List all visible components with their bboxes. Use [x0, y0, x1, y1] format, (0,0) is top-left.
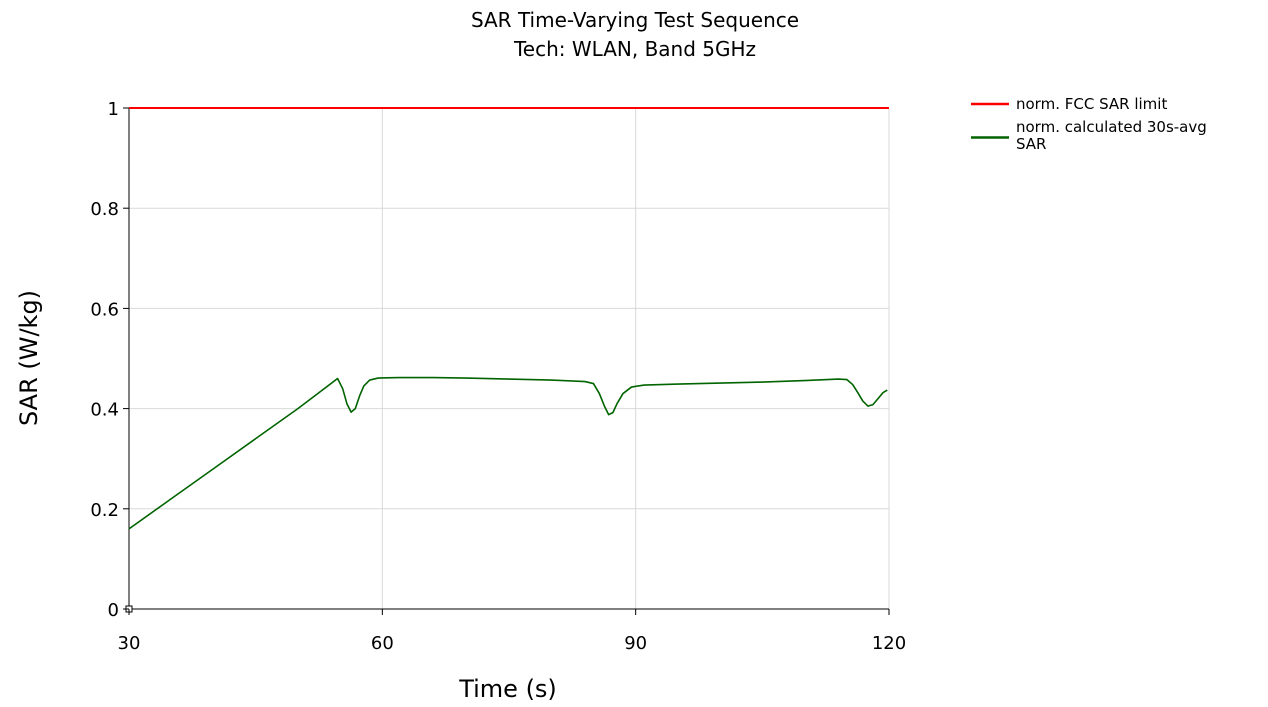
- chart-title: SAR Time-Varying Test Sequence: [471, 8, 799, 32]
- legend: norm. FCC SAR limit norm. calculated 30s-…: [971, 95, 1207, 153]
- chart-subtitle: Tech: WLAN, Band 5GHz: [513, 37, 756, 61]
- x-tick-label: 30: [118, 633, 141, 654]
- y-tick-label: 0.8: [90, 199, 119, 220]
- y-tick-label: 0: [108, 600, 119, 621]
- y-tick-label: 0.4: [90, 400, 119, 421]
- grid-lines: [129, 108, 889, 609]
- avg-sar-line: [129, 378, 887, 529]
- series-lines: [129, 108, 889, 529]
- legend-item: norm. calculated 30s-avg SAR: [971, 118, 1207, 153]
- y-axis-label: SAR (W/kg): [15, 290, 43, 426]
- axes: [123, 108, 889, 615]
- legend-label: norm. calculated 30s-avg SAR: [1016, 118, 1207, 153]
- y-tick-label: 0.6: [90, 299, 119, 320]
- y-tick-label: 0.2: [90, 500, 119, 521]
- x-tick-label: 90: [624, 633, 647, 654]
- x-tick-label: 120: [872, 633, 906, 654]
- tick-labels: 30 60 90 120 0 0.2 0.4 0.6 0.8 1: [90, 99, 906, 654]
- x-tick-label: 60: [371, 633, 394, 654]
- x-axis-label: Time (s): [458, 675, 557, 703]
- legend-label: norm. FCC SAR limit: [1016, 95, 1167, 113]
- y-tick-label: 1: [108, 99, 119, 120]
- legend-item: norm. FCC SAR limit: [971, 95, 1167, 113]
